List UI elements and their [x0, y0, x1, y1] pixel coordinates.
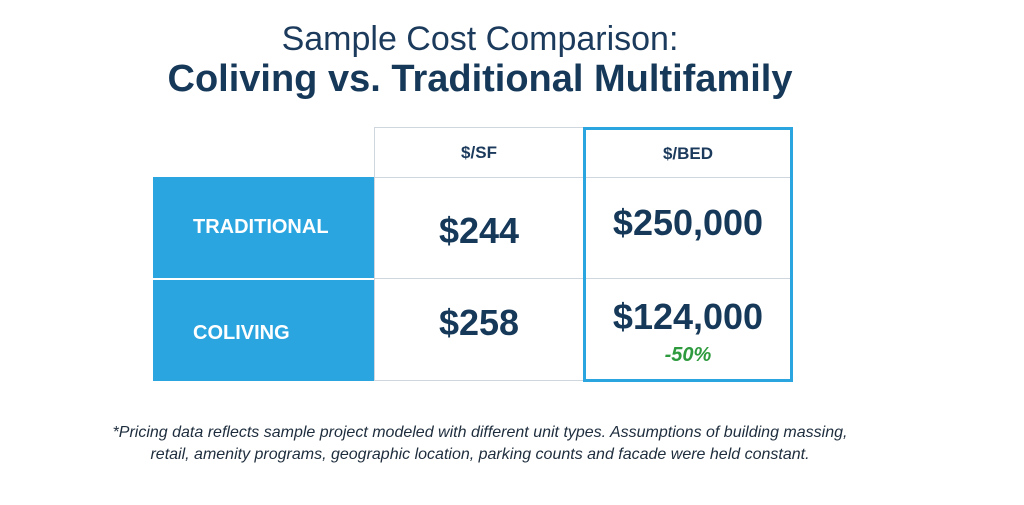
footnote-line1: *Pricing data reflects sample project mo…	[112, 424, 848, 441]
value-traditional-bed: $250,000	[612, 202, 764, 243]
value-coliving-bed: $124,000	[612, 296, 764, 337]
bed-divider-top	[586, 177, 790, 178]
footnote: *Pricing data reflects sample project mo…	[0, 422, 960, 466]
column-header-bed: $/BED	[662, 144, 714, 163]
chart-title-line1: Sample Cost Comparison:	[281, 20, 679, 58]
row-label-traditional: TRADITIONAL	[153, 177, 375, 278]
footnote-line2: retail, amenity programs, geographic loc…	[150, 446, 810, 463]
row-label-coliving: COLIVING	[153, 280, 375, 381]
value-coliving-sf: $258	[374, 279, 584, 381]
highlight-frame-bed	[583, 127, 793, 382]
column-header-sf: $/SF	[374, 127, 584, 178]
chart-title-line2: Coliving vs. Traditional Multifamily	[167, 58, 793, 100]
bed-divider-mid	[586, 278, 790, 279]
value-traditional-sf: $244	[374, 177, 584, 279]
coliving-bed-delta: -50%	[664, 344, 712, 366]
